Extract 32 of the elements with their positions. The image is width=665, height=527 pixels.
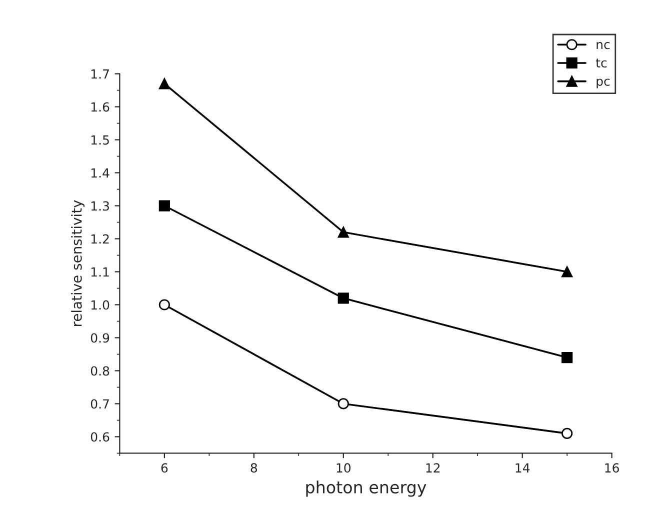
y-tick-label: 1.5	[91, 135, 109, 145]
y-tick-label: 1.2	[91, 234, 109, 244]
y-tick-label: 0.8	[90, 366, 110, 376]
y-tick-label: 1.6	[91, 102, 110, 112]
x-tick-label: 12	[426, 463, 440, 472]
point	[158, 78, 170, 90]
legend-label: pc	[596, 78, 610, 88]
x-tick-label: 14	[516, 463, 530, 472]
point	[562, 352, 573, 364]
y-tick-label: 0.7	[90, 399, 109, 409]
legend-label: tc	[596, 58, 607, 68]
point	[158, 299, 170, 310]
point	[562, 266, 573, 278]
y-tick-label: 1.1	[91, 267, 109, 276]
legend-label: nc	[596, 42, 610, 50]
y-tick-label: 1.4	[91, 168, 110, 178]
point	[562, 428, 573, 439]
point	[338, 398, 349, 410]
y-tick-label: 0.9	[90, 333, 110, 343]
y-tick-label: 1.3	[91, 201, 109, 211]
x-tick-label: 6	[161, 463, 168, 473]
x-tick-label: 8	[250, 463, 258, 473]
point	[338, 292, 349, 304]
x-tick-label: 16	[605, 463, 619, 473]
y-tick-label: 1.7	[91, 69, 109, 79]
point	[338, 226, 349, 238]
y-tick-label: 1.0	[91, 300, 110, 310]
y-axis-title: relative sensitivity	[71, 200, 85, 326]
point	[158, 200, 170, 212]
y-tick-label: 0.6	[90, 432, 110, 442]
x-tick-label: 10	[336, 463, 351, 473]
x-axis-title: photon energy	[306, 480, 426, 497]
